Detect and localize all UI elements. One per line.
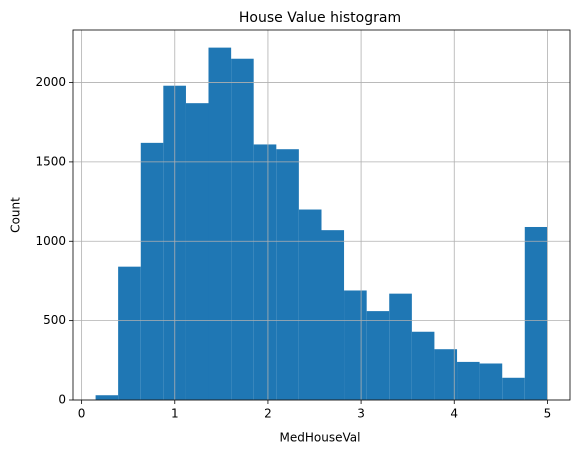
bar bbox=[118, 266, 141, 400]
bar bbox=[231, 58, 254, 400]
x-tick-label: 0 bbox=[78, 407, 86, 421]
bar bbox=[298, 209, 322, 400]
bar bbox=[208, 47, 232, 400]
x-axis-label: MedHouseVal bbox=[280, 431, 361, 445]
bar bbox=[389, 293, 412, 400]
x-tick-label: 5 bbox=[544, 407, 552, 421]
bar bbox=[140, 142, 164, 400]
y-tick-label: 0 bbox=[58, 393, 66, 407]
bar bbox=[185, 103, 209, 400]
y-tick-label: 2000 bbox=[35, 75, 66, 89]
bar bbox=[434, 349, 458, 400]
chart-title: House Value histogram bbox=[239, 10, 401, 26]
bar bbox=[366, 311, 390, 400]
y-axis-label: Count bbox=[9, 197, 23, 233]
bar bbox=[524, 226, 548, 400]
y-tick-label: 1500 bbox=[35, 154, 66, 168]
bar bbox=[479, 363, 503, 400]
bar bbox=[253, 144, 277, 400]
y-tick-label: 1000 bbox=[35, 234, 66, 248]
bar bbox=[411, 331, 435, 400]
bar bbox=[502, 377, 525, 400]
bar bbox=[95, 395, 119, 400]
bar bbox=[276, 149, 299, 400]
x-tick-label: 1 bbox=[171, 407, 179, 421]
x-tick-label: 4 bbox=[450, 407, 458, 421]
plot-frame bbox=[72, 29, 571, 401]
x-tick-label: 3 bbox=[357, 407, 365, 421]
bar bbox=[344, 290, 367, 400]
x-tick-label: 2 bbox=[264, 407, 272, 421]
y-tick-label: 500 bbox=[43, 313, 66, 327]
bar bbox=[457, 361, 480, 400]
bar bbox=[321, 230, 345, 400]
